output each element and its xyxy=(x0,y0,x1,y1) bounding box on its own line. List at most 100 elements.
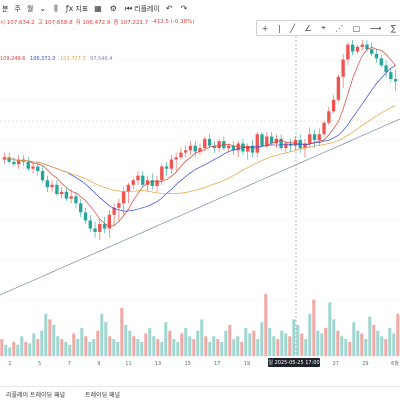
redo-button[interactable]: ↷ xyxy=(181,4,190,13)
ohlc-low: 저 106,472.9 xyxy=(75,20,111,26)
candle-body xyxy=(145,180,150,185)
candle-body xyxy=(255,134,259,153)
timeframe-hour[interactable]: 분 xyxy=(2,4,9,13)
drawing-toolbar: + | ╱ ∠ ⌖ ⋰ ▢ ⟶ ∑ xyxy=(256,20,400,36)
x-tick-label: 1 xyxy=(8,361,11,367)
candle-body xyxy=(169,159,174,169)
timeframe-month[interactable]: 월 xyxy=(26,4,34,13)
tab-replay-trading-panel[interactable]: 리플레이 트레이딩 패널 xyxy=(6,391,66,399)
volume-bar xyxy=(348,341,352,356)
pattern-tool-icon[interactable]: ⋰ xyxy=(335,23,344,33)
x-tick-label: 27 xyxy=(333,361,339,367)
angle-tool-icon[interactable]: ∠ xyxy=(304,23,312,33)
candle-body xyxy=(136,175,140,181)
candle-body xyxy=(389,72,393,80)
candle-body xyxy=(265,136,269,146)
timeframe-dropdown[interactable]: ⌄ xyxy=(39,4,48,13)
candle-body xyxy=(98,223,102,232)
volume-bar xyxy=(276,339,280,356)
volume-bar xyxy=(112,339,116,356)
x-tick-label: 15 xyxy=(185,361,191,367)
volume-bar xyxy=(336,330,340,356)
candle-body xyxy=(360,44,364,47)
volume-bar xyxy=(312,299,316,356)
volume-bar xyxy=(204,336,208,356)
measure-tool-icon[interactable]: ∑ xyxy=(390,23,397,33)
volume-bar xyxy=(152,336,156,356)
candle-body xyxy=(351,44,355,52)
volume-bar xyxy=(260,322,264,356)
arrow-tool-icon[interactable]: ⟶ xyxy=(369,23,382,33)
chevron-down-icon: ⌄ xyxy=(39,4,47,13)
volume-bar xyxy=(32,333,36,356)
undo-button[interactable]: ↶ xyxy=(166,4,175,13)
chart-toolbar: 분 주 월 ⌄ ⫼ ƒx 지표 ▦ ⚙ ⏮ 리플레이 ↶ ↷ xyxy=(0,0,400,17)
volume-bar xyxy=(332,319,336,356)
volume-bar xyxy=(168,330,172,356)
candle-body xyxy=(83,212,88,221)
x-tick-label: 7 xyxy=(68,361,71,367)
candle-body xyxy=(64,191,69,199)
candle-body xyxy=(150,180,154,186)
candle-body xyxy=(308,134,312,144)
volume-bar xyxy=(192,339,196,356)
volume-bar xyxy=(24,341,28,356)
x-tick-label: 29 xyxy=(362,361,368,367)
tab-trading-panel[interactable]: 트레이딩 패널 xyxy=(85,391,121,399)
volume-bar xyxy=(300,333,304,356)
volume-bar xyxy=(4,344,8,356)
candle-body xyxy=(126,184,131,192)
settings-button[interactable]: ⚙ xyxy=(110,4,119,13)
crosshair-tool-icon[interactable]: + xyxy=(261,23,269,33)
volume-bar xyxy=(252,330,256,356)
volume-bar xyxy=(160,341,164,356)
candle-body xyxy=(50,184,54,188)
candle-body xyxy=(226,145,231,149)
volume-bar xyxy=(100,313,104,356)
indicator-icon: ƒx xyxy=(65,4,74,13)
volume-bar xyxy=(76,339,80,356)
ma-line-longest xyxy=(0,118,400,296)
volume-bar xyxy=(128,330,132,356)
timeframe-week[interactable]: 주 xyxy=(14,4,21,13)
volume-bar xyxy=(96,330,100,356)
candle-body xyxy=(17,159,21,165)
replay-icon: ⏮ xyxy=(124,3,133,13)
vertical-line-tool-icon[interactable]: | xyxy=(277,23,281,33)
volume-bar xyxy=(288,336,292,356)
volume-bar xyxy=(80,327,84,356)
replay-button[interactable]: ⏮ 리플레이 xyxy=(124,3,160,13)
candle-body xyxy=(212,145,216,149)
candle-body xyxy=(36,166,40,172)
candle-body xyxy=(303,143,307,149)
indicators-button[interactable]: ƒx 지표 xyxy=(65,4,89,13)
volume-bar xyxy=(20,336,24,356)
candle-body xyxy=(40,171,45,181)
candle-body xyxy=(179,152,183,158)
volume-bar xyxy=(372,325,376,356)
ohlc-change: -412.5 (-0.38%) xyxy=(151,19,195,25)
volume-bar xyxy=(388,327,392,356)
x-tick-label: 9 xyxy=(97,361,100,367)
volume-bar xyxy=(188,336,192,356)
volume-bar xyxy=(380,336,384,356)
volume-bar xyxy=(228,325,232,356)
candle-body xyxy=(293,140,298,146)
volume-bar xyxy=(140,341,144,356)
trend-line-tool-icon[interactable]: ╱ xyxy=(290,23,296,33)
node-tool-icon[interactable]: ⌖ xyxy=(321,23,326,32)
candle-body xyxy=(365,44,369,50)
rectangle-tool-icon[interactable]: ▢ xyxy=(352,23,361,33)
volume-bar xyxy=(200,319,204,356)
volume-bar xyxy=(256,339,260,356)
volume-bar xyxy=(296,325,300,356)
candle-body xyxy=(93,228,97,232)
ma2-value: 106,371.0 xyxy=(30,56,56,62)
ohlc-open: 시 107,634.2 xyxy=(0,20,35,26)
volume-bar xyxy=(88,341,92,356)
layout-button[interactable]: ▦ xyxy=(94,4,104,13)
volume-bar xyxy=(360,333,364,356)
volume-bar xyxy=(72,333,76,356)
chart-type-button[interactable]: ⫼ xyxy=(54,4,60,14)
